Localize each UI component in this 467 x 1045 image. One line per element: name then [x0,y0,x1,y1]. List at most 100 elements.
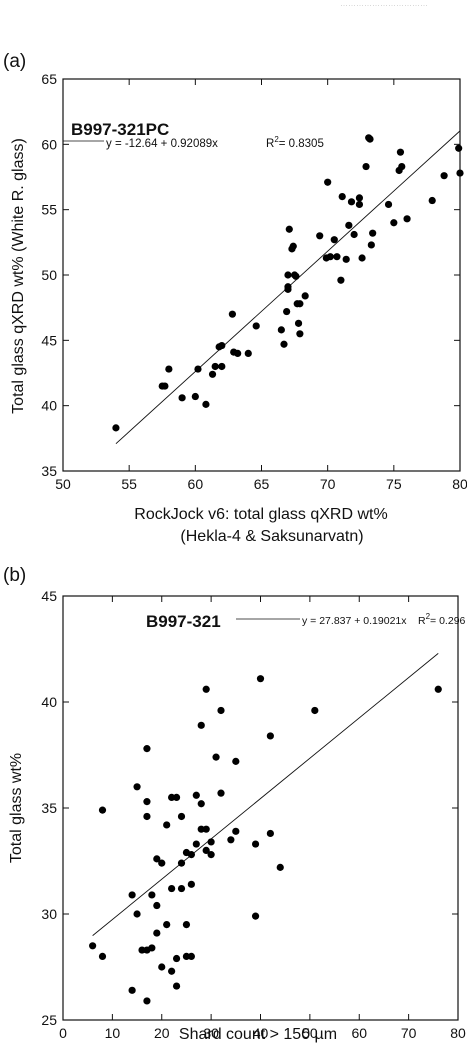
svg-text:R2= 0.296: R2= 0.296 [418,612,466,627]
data-point [143,745,151,753]
data-point [197,721,205,729]
data-point [296,300,304,308]
panel-b-equation: y = 27.837 + 0.19021x [302,615,407,627]
data-point [207,851,215,859]
data-point [390,219,398,227]
data-point [330,236,338,244]
data-point [161,382,169,390]
panel-a-x-axis-subtitle: (Hekla-4 & Saksunarvatn) [180,528,363,545]
y-tick-label: 35 [41,800,57,816]
data-point [187,851,195,859]
y-tick-label: 40 [41,694,57,710]
data-point [163,821,171,829]
x-tick-label: 80 [452,476,467,492]
panel-b-title: B997-321 [146,612,221,631]
data-point [369,229,377,237]
data-point [148,891,156,899]
x-tick-label: 20 [154,1025,170,1041]
data-point [211,362,219,371]
data-point [276,863,284,871]
panel-b-x-axis-title: Shard count > 150 µm [179,1026,337,1043]
data-point [350,230,358,239]
data-point [194,365,202,373]
data-point [207,838,215,846]
data-point [143,798,151,806]
data-point [266,829,274,838]
data-point [428,196,436,205]
data-point [153,855,161,863]
x-tick-label: 75 [386,476,402,492]
data-point [333,253,341,261]
data-point [187,880,195,888]
panel-a-points [112,134,464,432]
y-tick-label: 30 [41,906,57,922]
data-point [285,225,293,233]
data-point [227,836,235,844]
data-point [284,283,292,291]
data-point [208,370,217,378]
data-point [177,884,186,893]
y-tick-label: 45 [41,332,57,348]
data-point [398,162,406,171]
data-point [277,326,285,334]
data-point [192,791,200,799]
data-point [218,362,226,371]
data-point [311,706,319,715]
data-point [456,169,464,177]
data-point [172,793,181,802]
x-tick-label: 55 [121,476,137,492]
data-point [168,967,176,975]
panel-b-plot-frame [62,595,459,1021]
data-point [89,942,97,950]
data-point [178,394,186,402]
y-tick-label: 65 [41,71,57,87]
data-point [294,319,303,327]
data-point [218,341,226,350]
data-point [251,840,260,848]
data-point [192,840,200,848]
data-point [153,901,161,910]
data-point [355,200,364,209]
panel-b-r2-value: = 0.296 [430,615,465,627]
x-tick-label: 10 [105,1025,121,1041]
x-tick-label: 70 [320,476,336,492]
x-tick-label: 30 [203,1025,219,1041]
data-point [153,929,161,937]
data-point [217,706,225,715]
data-point [163,921,171,929]
panel-b-label: (b) [3,565,26,586]
panel-a-y-axis-title: Total glass qXRD wt% (White R. glass) [10,138,27,414]
panel-a-title: B997-321PC [71,120,169,139]
panel-a-equation: y = -12.64 + 0.92089x [106,138,218,150]
panel-b-r2-sup: 2 [426,612,431,621]
data-point [182,921,191,929]
data-point [337,276,345,284]
data-point [284,271,292,279]
data-point [256,675,265,683]
data-point [403,215,411,223]
panel-a-r2-label: R [266,138,274,150]
panel-a: (a) 50 55 60 65 70 75 80 35 40 45 50 55 60 65 B997-32… [3,51,467,545]
data-point [384,200,393,209]
data-point [345,221,353,229]
data-point [172,954,181,963]
data-point [434,685,442,693]
data-point [128,986,136,994]
page-header-text: …………………………… [340,0,428,8]
data-point [128,891,136,899]
data-point [324,178,332,186]
data-point [197,825,205,833]
data-point [455,144,463,152]
y-tick-label: 25 [41,1012,57,1028]
data-point [280,340,288,348]
data-point [283,307,291,316]
x-tick-label: 70 [401,1025,417,1041]
x-tick-label: 80 [450,1025,466,1041]
data-point [197,800,205,808]
data-point [148,944,156,952]
data-point [296,330,304,338]
data-point [301,292,309,300]
data-point [177,812,186,821]
data-point [98,806,107,814]
